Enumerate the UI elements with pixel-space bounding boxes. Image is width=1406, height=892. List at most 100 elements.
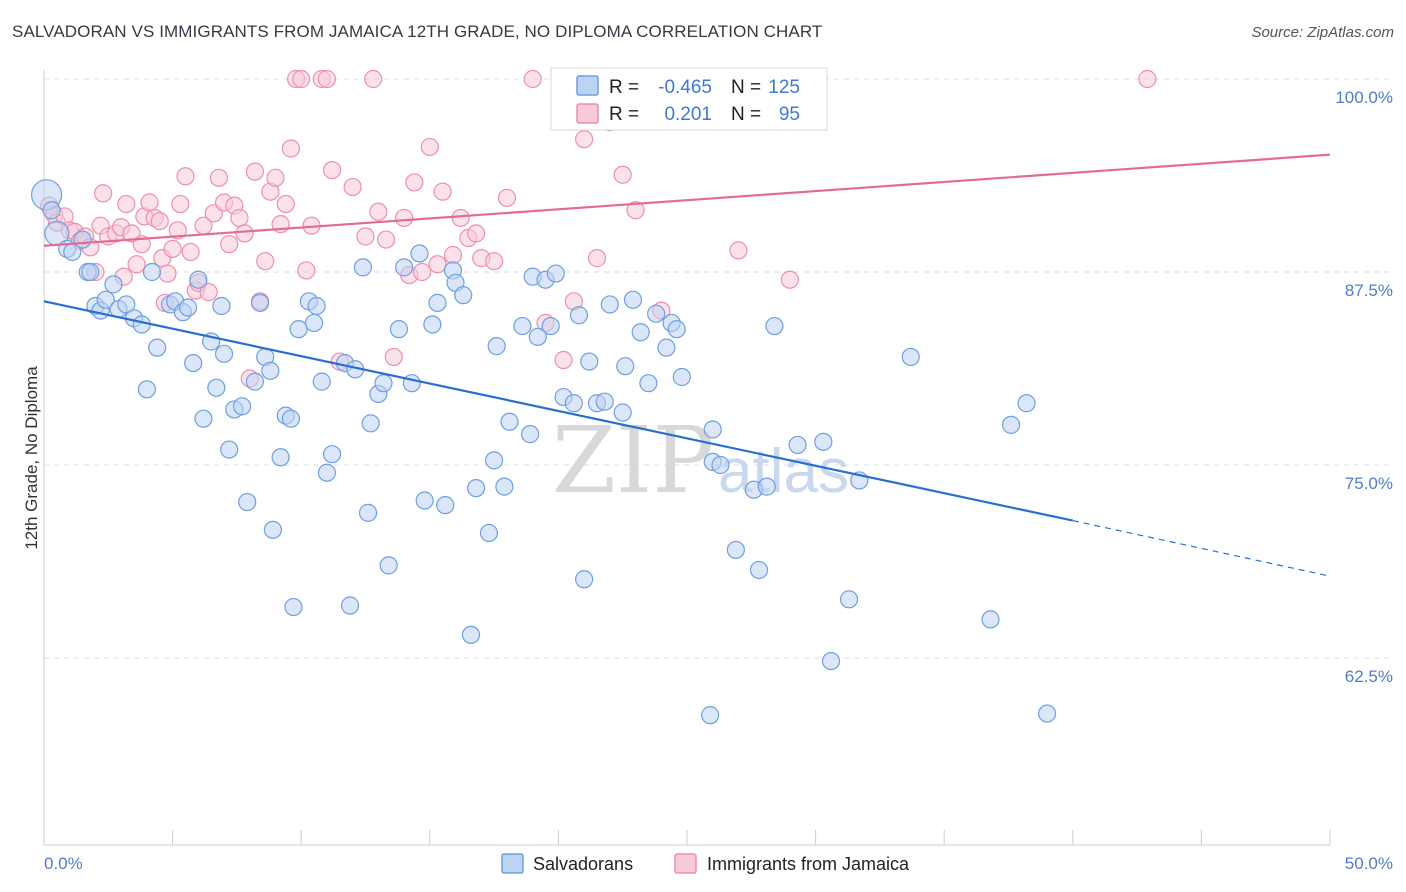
salvadoran-point xyxy=(415,491,434,510)
salvadoran-point xyxy=(245,372,265,391)
salvadoran-trend-line xyxy=(43,300,1074,522)
jamaica-point xyxy=(281,139,301,158)
y-tick-label: 75.0% xyxy=(1345,474,1393,493)
jamaica-point xyxy=(150,211,169,231)
jamaica-point xyxy=(163,239,182,258)
salvadoran-point xyxy=(711,455,730,475)
salvadoran-point xyxy=(261,361,280,380)
salvadoran-point xyxy=(703,420,722,439)
salvadoran-point xyxy=(495,477,514,496)
salvadoran-point xyxy=(428,293,447,312)
salvadoran-point xyxy=(104,275,123,294)
salvadoran-point xyxy=(423,315,442,334)
jamaica-point xyxy=(94,184,113,203)
salvadoran-point xyxy=(623,290,643,309)
jamaica-point xyxy=(780,270,799,289)
salvadoran-point xyxy=(178,298,198,317)
salvadoran-point xyxy=(220,440,239,459)
salvadoran-point xyxy=(374,374,393,393)
jamaica-point xyxy=(117,194,136,214)
jamaica-point xyxy=(176,167,195,186)
salvadoran-point xyxy=(901,347,920,367)
jamaica-point xyxy=(394,208,414,228)
jamaica-point xyxy=(369,202,388,221)
salvadoran-point xyxy=(194,409,213,428)
jamaica-point xyxy=(613,165,632,184)
bottom-legend-label-salvadorans: Salvadorans xyxy=(533,854,633,874)
jamaica-point xyxy=(297,261,316,280)
bottom-legend-swatch-pink xyxy=(674,853,697,874)
salvadoran-point xyxy=(289,320,308,339)
jamaica-point xyxy=(292,69,311,89)
jamaica-point xyxy=(199,282,218,302)
salvadoran-point xyxy=(317,463,337,482)
salvadoran-point xyxy=(454,286,473,305)
salvadoran-point xyxy=(281,409,301,428)
legend-n-label-1: N = xyxy=(731,77,761,98)
salvadoran-point xyxy=(541,316,560,336)
legend-r-value-1: -0.465 xyxy=(658,77,712,98)
salvadoran-point xyxy=(238,492,257,512)
salvadoran-point xyxy=(595,392,614,411)
jamaica-point xyxy=(412,262,432,282)
jamaica-point xyxy=(171,194,190,214)
salvadoran-point xyxy=(307,296,326,316)
watermark-zip: ZIP xyxy=(552,407,714,514)
salvadoran-point xyxy=(410,244,429,263)
jamaica-point xyxy=(485,252,504,271)
salvadoran-point xyxy=(304,313,324,333)
salvadoran-point xyxy=(981,610,1000,629)
jamaica-point xyxy=(443,245,463,265)
jamaica-point xyxy=(322,160,342,180)
salvadoran-point xyxy=(263,520,283,539)
jamaica-point xyxy=(158,264,177,283)
salvadoran-point xyxy=(479,523,499,543)
jamaica-point xyxy=(140,193,159,212)
salvadoran-point xyxy=(1001,415,1021,434)
salvadoran-point xyxy=(613,403,632,422)
salvadoran-point xyxy=(657,338,676,357)
jamaica-point xyxy=(220,235,239,254)
grid-lines xyxy=(44,78,1395,659)
salvadoran-point xyxy=(81,262,100,282)
salvadoran-point xyxy=(137,380,156,399)
salvadoran-point xyxy=(402,374,421,393)
y-tick-label: 100.0% xyxy=(1335,88,1393,107)
salvadoran-point xyxy=(639,374,658,393)
legend-r-label-1: R = xyxy=(609,77,639,98)
y-tick-label: 62.5% xyxy=(1345,667,1393,686)
jamaica-point xyxy=(626,201,645,220)
salvadoran-point xyxy=(361,414,380,433)
salvadoran-point xyxy=(389,320,409,339)
salvadoran-point xyxy=(207,378,226,397)
salvadoran-point xyxy=(569,306,589,325)
salvadoran-point xyxy=(521,425,540,444)
trend-lines xyxy=(43,153,1331,577)
salvadoran-trend-extension xyxy=(1072,519,1331,577)
jamaica-point xyxy=(168,221,187,240)
salvadoran-point xyxy=(485,451,504,470)
jamaica-point xyxy=(235,224,254,243)
legend-n-value-2: 95 xyxy=(779,104,800,125)
jamaica-point xyxy=(405,173,424,192)
y-tick-labels: 100.0% 87.5% 75.0% 62.5% xyxy=(1335,88,1393,686)
salvadoran-point xyxy=(821,651,841,671)
salvadoran-point xyxy=(436,496,455,515)
salvadoran-point xyxy=(487,337,506,356)
legend-n-value-1: 125 xyxy=(768,77,800,98)
salvadoran-point xyxy=(142,262,162,282)
jamaica-point xyxy=(554,350,573,370)
salvadoran-point xyxy=(148,338,167,357)
jamaica-point xyxy=(523,69,542,89)
salvadoran-point xyxy=(500,412,519,431)
salvadoran-point xyxy=(340,596,360,615)
x-tick-label-max: 50.0% xyxy=(1345,854,1393,873)
watermark: ZIP atlas xyxy=(552,407,849,514)
salvadoran-point xyxy=(726,540,745,560)
salvadoran-point xyxy=(564,394,583,413)
salvadoran-point xyxy=(580,352,599,371)
legend-r-value-2: 0.201 xyxy=(664,104,712,125)
salvadoran-point xyxy=(765,316,784,336)
jamaica-point xyxy=(466,224,486,243)
